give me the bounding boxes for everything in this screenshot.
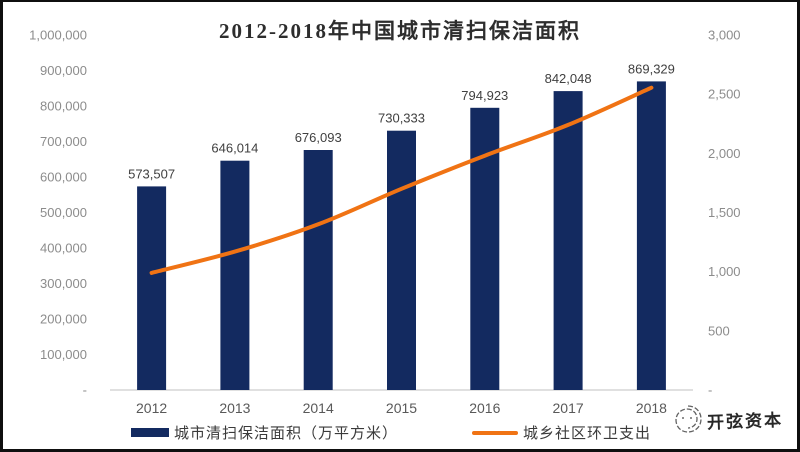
- left-axis-tick: 100,000: [40, 347, 87, 362]
- x-axis-label: 2013: [219, 400, 250, 416]
- bar-value-label: 730,333: [378, 111, 425, 126]
- left-axis-tick: 1,000,000: [29, 28, 87, 43]
- left-axis-tick: 800,000: [40, 99, 87, 114]
- x-axis-label: 2016: [469, 400, 500, 416]
- right-axis-tick: 500: [708, 323, 730, 338]
- left-axis-tick: 200,000: [40, 312, 87, 327]
- left-axis-tick: 700,000: [40, 134, 87, 149]
- line-series-label: 城乡社区环卫支出: [523, 426, 652, 442]
- left-axis-tick: -: [83, 383, 87, 398]
- legend-item-bar-series: 城市清扫保洁面积（万平方米）: [131, 422, 398, 443]
- x-axis-label: 2017: [553, 400, 584, 416]
- left-axis-tick: 900,000: [40, 63, 87, 78]
- x-axis-label: 2015: [386, 400, 417, 416]
- bar-2013: [220, 160, 250, 390]
- right-axis-tick: -: [708, 383, 712, 398]
- bar-2014: [303, 150, 333, 390]
- bar-series-label: 城市清扫保洁面积（万平方米）: [174, 426, 399, 442]
- bar-2012: [137, 186, 167, 390]
- bar-value-label: 676,093: [295, 130, 342, 145]
- combo-chart: 1,000,000 900,000 800,000 700,000 600,000 500…: [29, 28, 741, 417]
- bar-value-label: 869,329: [628, 61, 675, 76]
- left-axis-tick: 300,000: [40, 276, 87, 291]
- left-axis-tick: 400,000: [40, 241, 87, 256]
- bar-2015: [387, 130, 416, 390]
- right-axis-tick: 2,000: [708, 146, 741, 161]
- bar-series-swatch: [131, 428, 169, 437]
- x-axis-label: 2018: [636, 400, 667, 416]
- left-axis-tick: 500,000: [40, 205, 87, 220]
- right-axis-tick: 1,000: [708, 264, 741, 279]
- bar-value-label: 573,507: [128, 166, 175, 181]
- chart-title: 2012-2018年中国城市清扫保洁面积: [219, 19, 581, 43]
- right-axis-tick: 1,500: [708, 205, 741, 220]
- legend: 城市清扫保洁面积（万平方米） 城乡社区环卫支出: [131, 422, 651, 443]
- right-axis-tick: 3,000: [708, 28, 741, 43]
- bar-value-label: 794,923: [461, 88, 508, 103]
- line-series-path: [149, 85, 654, 275]
- bar-value-label: 842,048: [545, 71, 592, 86]
- right-axis-tick: 2,500: [708, 87, 741, 102]
- line-series-swatch: [472, 430, 519, 435]
- x-axis-label: 2014: [303, 400, 334, 416]
- left-axis-tick: 600,000: [40, 170, 87, 185]
- bar-2017: [553, 91, 583, 390]
- x-axis-label: 2012: [136, 400, 167, 416]
- legend-item-line-series: 城乡社区环卫支出: [472, 422, 651, 443]
- bar-value-label: 646,014: [211, 141, 258, 156]
- bar-2018: [636, 81, 666, 391]
